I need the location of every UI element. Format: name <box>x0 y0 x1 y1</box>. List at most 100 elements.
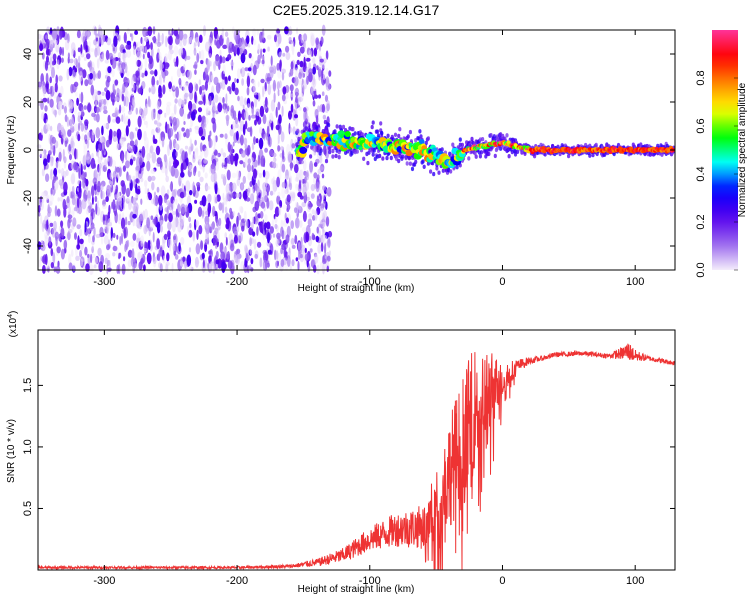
spectrogram-cell <box>182 113 186 122</box>
spectrogram-cell <box>405 149 413 157</box>
spectrogram-cell <box>92 70 96 81</box>
spectrogram-cell <box>246 191 250 197</box>
spectrogram-cell <box>313 162 318 167</box>
spectrogram-cell <box>50 169 53 181</box>
x-tick-label: 0 <box>499 276 505 288</box>
spectrogram-cell <box>184 145 189 150</box>
spectrogram-cell <box>184 92 189 98</box>
spectrogram-cell <box>54 205 58 217</box>
spectrogram-cell <box>169 127 174 137</box>
spectrogram-cell <box>96 45 101 56</box>
snr-y-ticks: 0.5 1.0 1.5 <box>22 378 675 516</box>
spectrogram-cell <box>189 189 193 196</box>
spectrogram-cell <box>173 250 177 256</box>
spectrogram-cell <box>188 247 192 253</box>
spectrogram-cell <box>252 64 257 76</box>
spectrogram-cell <box>407 155 411 160</box>
spectrogram-cell <box>242 123 246 136</box>
spectrogram-cell <box>325 67 329 75</box>
spectrogram-cell <box>269 226 274 234</box>
spectrogram-cell <box>84 221 87 233</box>
spectrogram-cell <box>215 55 220 67</box>
spectrogram-cell <box>255 212 258 222</box>
spectrogram-cell <box>278 114 282 124</box>
spectrogram-cell <box>205 106 210 114</box>
spectrogram-cell <box>251 165 254 173</box>
spectrogram-cell <box>51 67 55 79</box>
spectrogram-cell <box>58 151 62 162</box>
spectrogram-cell <box>64 114 68 123</box>
spectrogram-cell <box>311 209 315 215</box>
spectrogram-cell <box>275 163 278 169</box>
spectrogram-cell <box>205 199 209 210</box>
spectrogram-cell <box>75 91 78 97</box>
spectrogram-cell <box>291 193 296 202</box>
spectrogram-cell <box>159 224 163 233</box>
spectrogram-cell <box>71 196 76 206</box>
spectrogram-cell <box>71 185 75 196</box>
spectrogram-cell <box>106 37 112 46</box>
spectrogram-cell <box>100 33 105 46</box>
spectrogram-cell <box>107 218 112 230</box>
spectrogram-cell <box>52 53 57 61</box>
spectrogram-cell <box>203 158 208 164</box>
spectrogram-cell <box>59 196 64 202</box>
spectrogram-cell <box>51 158 54 167</box>
spectrogram-cell <box>132 175 136 181</box>
spectrogram-cell <box>281 94 286 102</box>
spectrogram-cell <box>117 52 122 59</box>
spectrogram-cell <box>87 229 91 238</box>
spectrogram-cell <box>138 157 143 166</box>
spectrogram-cell <box>49 76 52 84</box>
spectrogram-cell <box>89 180 93 187</box>
spectrogram-cell <box>281 149 285 160</box>
spectrogram-cell <box>239 160 244 165</box>
spectrogram-cell <box>141 109 146 121</box>
spectrogram-cell <box>148 192 153 201</box>
spectrogram-cell <box>260 155 266 167</box>
spectrogram-cell <box>164 112 167 118</box>
spectrogram-cell <box>297 136 301 142</box>
spectrogram-cell <box>318 230 322 238</box>
spectrogram-cell <box>204 215 210 225</box>
spectrogram-cell <box>289 68 294 77</box>
spectrogram-cell <box>166 205 169 218</box>
spectrogram-cell <box>160 185 166 197</box>
spectrogram-cell <box>120 180 125 187</box>
spectrogram-cell <box>87 190 91 202</box>
spectrogram-cell <box>279 60 282 72</box>
spectrogram-cell <box>131 104 134 112</box>
spectrogram-cell <box>308 202 313 208</box>
spectrogram-cell <box>68 66 73 77</box>
spectrogram-cell <box>299 60 304 68</box>
spectrogram-cell <box>225 114 230 122</box>
spectrogram-cell <box>238 205 244 213</box>
spectrogram-cell <box>302 183 307 196</box>
spectrogram-cell <box>96 185 101 193</box>
spectrogram-cell <box>47 153 51 163</box>
spectrogram-cell <box>37 259 42 268</box>
spectrogram-cell <box>110 227 114 239</box>
spectrogram-cell <box>78 93 82 102</box>
spectrogram-cell <box>235 255 240 260</box>
snr-series-line <box>37 343 676 571</box>
spectrogram-cell <box>198 79 202 86</box>
spectrogram-cell <box>296 27 299 35</box>
spectrogram-cell <box>240 41 246 52</box>
spectrogram-cell <box>83 145 88 157</box>
spectrogram-cell <box>178 29 184 41</box>
spectrogram-cell <box>40 128 44 136</box>
spectrogram-cell <box>328 149 332 155</box>
spectrogram-cell <box>207 262 210 270</box>
spectrogram-cell <box>137 115 142 128</box>
spectrogram-cell <box>146 217 151 229</box>
spectrogram-cell <box>111 68 115 78</box>
spectrogram-cell <box>78 183 82 193</box>
spectrogram-cell <box>294 67 298 79</box>
spectrogram-cell <box>299 46 305 54</box>
spectrogram-cell <box>358 146 363 151</box>
spectrogram-cell <box>304 253 309 262</box>
spectrogram-cell <box>131 197 137 206</box>
spectrogram-cell <box>304 110 308 122</box>
spectrogram-cell <box>260 48 263 59</box>
